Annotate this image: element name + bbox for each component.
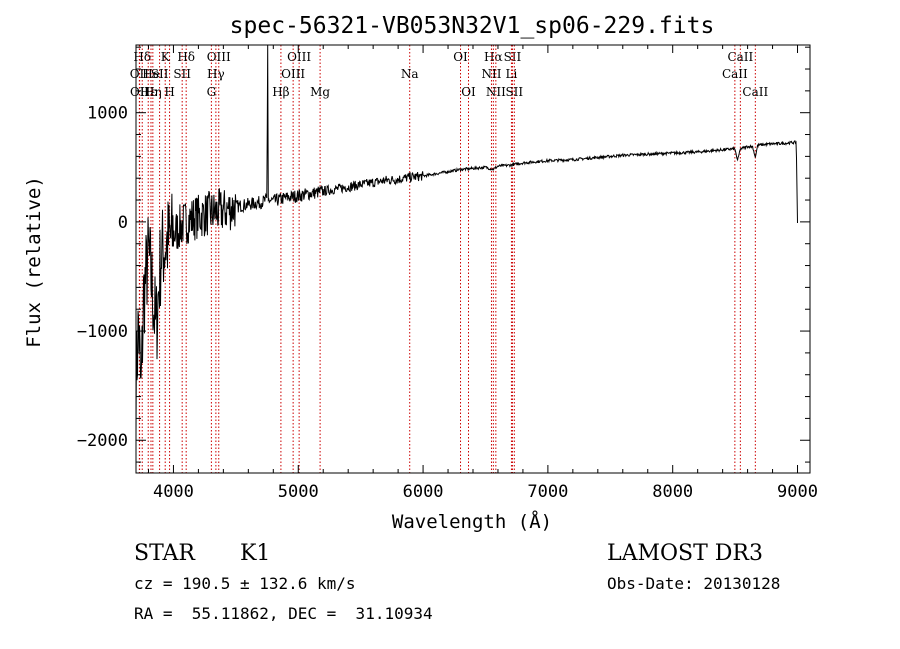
survey-label: LAMOST DR3 [607, 541, 763, 566]
x-tick-label: 4000 [153, 482, 194, 502]
spectral-line-label: He [142, 67, 160, 81]
spectral-line-label: OIII [207, 50, 231, 64]
x-tick-label: 7000 [527, 482, 568, 502]
spectral-line-label: NII [486, 85, 506, 99]
spectral-line-label: Hα [484, 50, 503, 64]
spectral-line-label: OI [461, 85, 476, 99]
x-tick-label: 6000 [403, 482, 444, 502]
spectral-line-label: Hδ [177, 50, 195, 64]
y-tick-label: 1000 [87, 104, 128, 124]
spectral-line-label: G [207, 85, 217, 99]
chart-title: spec-56321-VB053N32V1_sp06-229.fits [230, 13, 715, 39]
spectral-line-label: K [161, 50, 171, 64]
axis-ticks: 4000 5000 6000 7000 8000 9000 −2000 −1000 0 1000 [77, 45, 818, 502]
x-tick-label: 5000 [278, 482, 319, 502]
spectral-line-label: CaII [727, 50, 753, 64]
spectral-line-label: Li [506, 67, 518, 81]
subclass-label: K1 [240, 541, 271, 566]
spectral-line-label: SII [505, 85, 523, 99]
spectral-line-label: SII [151, 67, 169, 81]
spectral-line-label: SII [504, 50, 522, 64]
spectrum-line [135, 44, 798, 435]
y-tick-label: 0 [118, 213, 128, 233]
spectral-line-label: SII [173, 67, 191, 81]
x-axis-label: Wavelength (Å) [392, 510, 552, 533]
coordinates-readout: RA = 55.11862, DEC = 31.10934 [134, 604, 433, 623]
spectral-line-label: CaII [722, 67, 748, 81]
spectral-line-label: Hη [144, 85, 162, 99]
y-tick-label: −1000 [77, 322, 128, 342]
y-tick-label: −2000 [77, 431, 128, 451]
spectral-line-label: OIII [281, 67, 305, 81]
spectral-line-label: NII [481, 67, 501, 81]
spectral-line-label: Na [401, 67, 419, 81]
spectral-line-label: H [164, 85, 174, 99]
plot-frame [135, 44, 811, 474]
y-axis-label: Flux (relative) [23, 176, 45, 348]
spectral-line-label: Hδ [133, 50, 151, 64]
x-tick-label: 8000 [652, 482, 693, 502]
spectral-line-label: Hγ [207, 67, 225, 81]
spectral-line-label: Hβ [272, 85, 289, 99]
cz-readout: cz = 190.5 ± 132.6 km/s [134, 574, 356, 593]
spectral-line-label: OI [453, 50, 468, 64]
spectral-line-label: OIII [287, 50, 311, 64]
obs-date: Obs-Date: 20130128 [607, 574, 781, 593]
spectral-line-label: Mg [310, 85, 330, 99]
spectral-line-label: OII [130, 85, 150, 99]
spectral-line-label: CaII [742, 85, 768, 99]
class-label: STAR [134, 541, 195, 566]
x-tick-label: 9000 [777, 482, 818, 502]
